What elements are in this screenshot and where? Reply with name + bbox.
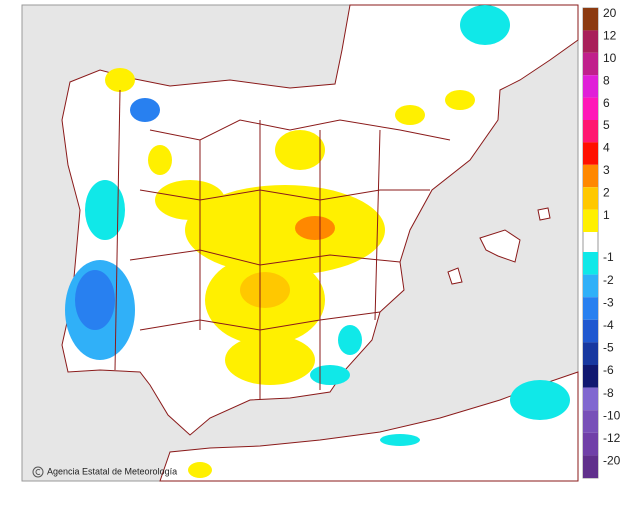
legend-label: -3 <box>603 295 614 309</box>
legend-swatch <box>583 8 598 31</box>
legend-swatch <box>583 142 598 165</box>
legend-label: 6 <box>603 96 610 110</box>
legend-label: -20 <box>603 454 621 468</box>
legend-swatch <box>583 187 598 210</box>
legend-label: 10 <box>603 51 617 65</box>
credit: Agencia Estatal de Meteorología <box>32 466 177 478</box>
legend-swatch <box>583 387 598 411</box>
legend-swatch <box>583 432 598 456</box>
legend-swatch <box>583 274 598 298</box>
legend-label: 2 <box>603 185 610 199</box>
legend-label: 20 <box>603 6 617 20</box>
legend-swatch <box>583 97 598 120</box>
legend-label: -5 <box>603 341 614 355</box>
legend-label: -4 <box>603 318 614 332</box>
legend-swatch <box>583 120 598 143</box>
legend-swatch <box>583 30 598 53</box>
legend-swatch <box>583 209 598 232</box>
legend-swatch <box>583 252 598 275</box>
legend-swatch <box>583 342 598 365</box>
credit-icon <box>32 466 44 478</box>
legend-label: 5 <box>603 118 610 132</box>
legend-label: -12 <box>603 431 621 445</box>
legend-label: -8 <box>603 386 614 400</box>
legend-label: -1 <box>603 250 614 264</box>
legend-swatch <box>583 52 598 76</box>
legend-label: -2 <box>603 273 614 287</box>
legend-label: 1 <box>603 208 610 222</box>
legend-swatch <box>583 164 598 188</box>
legend-swatch <box>583 297 598 320</box>
credit-text: Agencia Estatal de Meteorología <box>47 466 177 476</box>
legend-swatch <box>583 365 598 388</box>
legend-swatch <box>583 410 598 433</box>
legend-label: 8 <box>603 73 610 87</box>
legend-swatch <box>583 319 598 343</box>
credit-icon-c <box>35 469 41 475</box>
legend-label: 3 <box>603 163 610 177</box>
legend-swatch <box>583 75 598 98</box>
legend-label: -10 <box>603 408 621 422</box>
province-borders <box>114 89 451 400</box>
anomaly-areas <box>65 5 570 478</box>
legend-label: 12 <box>603 29 617 43</box>
legend-label: -6 <box>603 363 614 377</box>
legend: 20 12 10 8 6 5 4 3 2 1 -1 -2 -3 -4 -5 -6 -8 -10 -12 -20 <box>582 6 621 479</box>
legend-label: 4 <box>603 141 610 155</box>
legend-swatch <box>583 455 598 478</box>
